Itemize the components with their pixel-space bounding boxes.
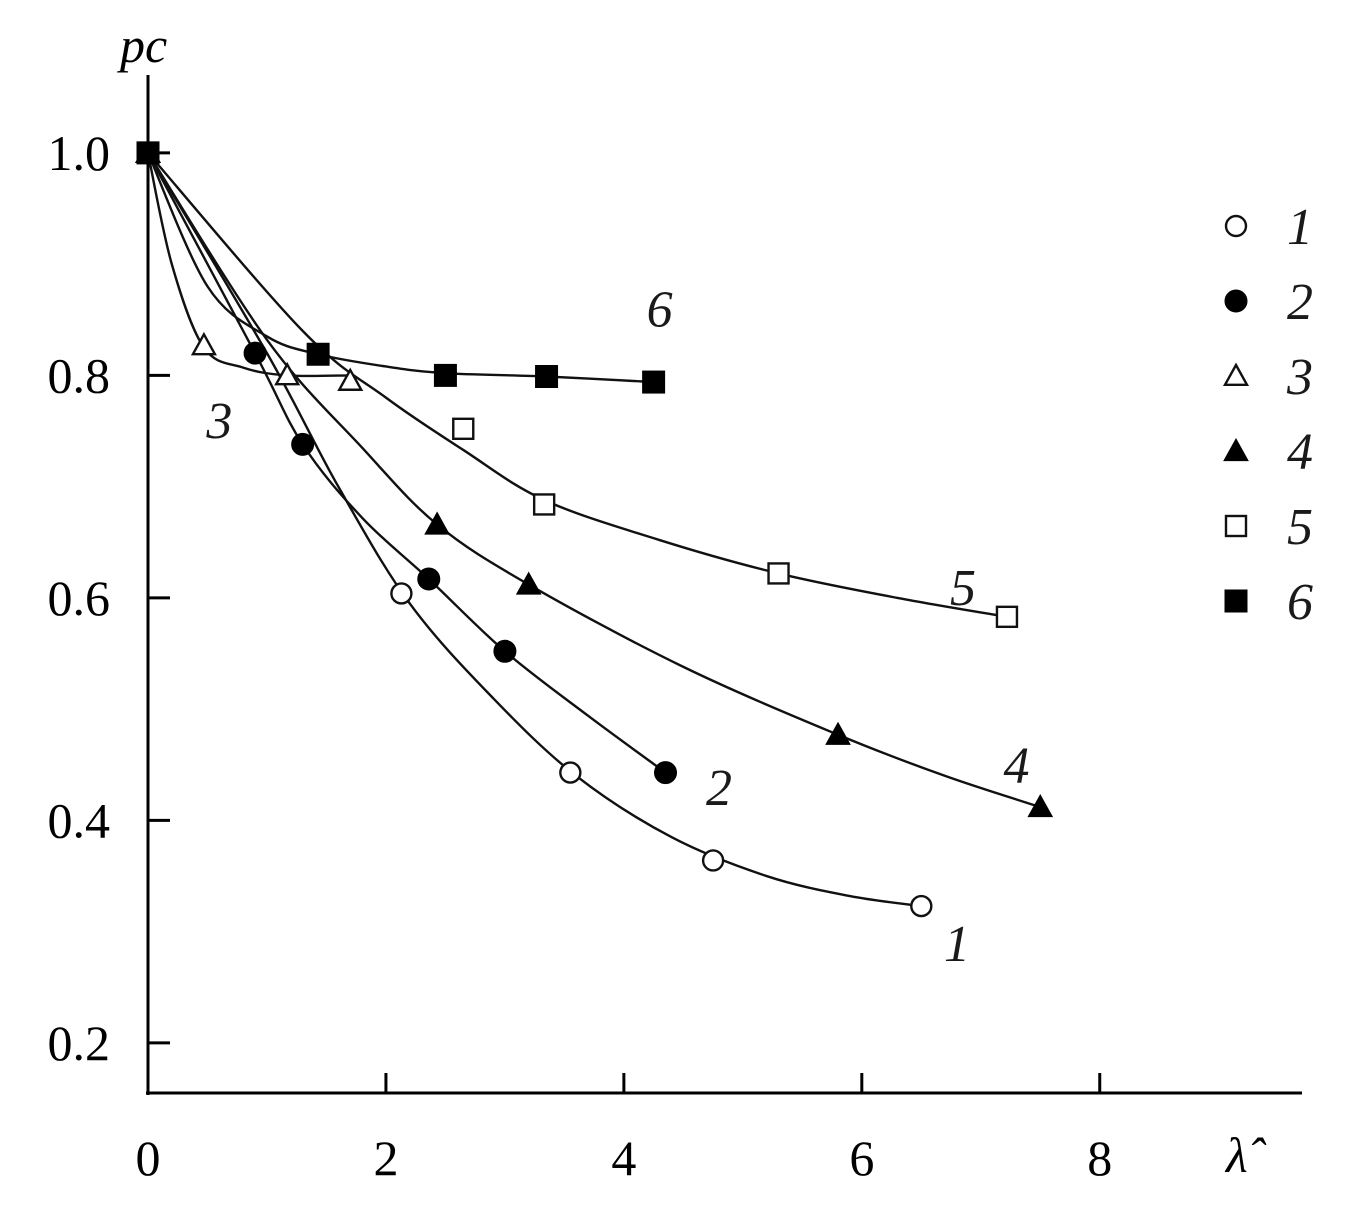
series-5-point [995,605,1019,629]
series-5-point [452,417,475,440]
x-tick-label: 6 [849,1130,874,1186]
legend-label-2: 2 [1287,274,1313,331]
x-tick-label: 2 [373,1130,398,1186]
series-2-point [417,567,441,591]
x-tick-label: 0 [136,1130,161,1186]
series-1-point [390,582,413,605]
series-2-point [243,341,267,365]
series-2-point [493,639,517,663]
curve-4 [146,152,1041,809]
series-2-point [654,761,678,785]
legend-marker-6 [1224,589,1248,613]
series-3-point [274,361,301,386]
series-6-point [642,370,666,394]
legend-label-3: 3 [1286,349,1313,406]
series-6-point [306,342,330,366]
series-1-point [559,761,582,784]
series-5-point [532,493,556,516]
legend-label-5: 5 [1287,499,1313,556]
series-3-point [190,331,217,356]
curve-label-3: 3 [205,393,232,450]
curve-6 [146,152,654,384]
x-axis-label: λ̂ [1224,1127,1267,1183]
series-4-point [1027,794,1054,818]
legend-marker-2 [1224,289,1248,313]
series-6-point [136,141,160,165]
curve-label-6: 6 [647,282,673,339]
legend-marker-4 [1223,437,1249,462]
x-tick-label: 4 [611,1130,636,1186]
legend-label-6: 6 [1287,574,1313,631]
y-tick-label: 0.6 [48,570,111,626]
curve-label-1: 1 [944,916,970,973]
curve-2 [146,152,667,774]
curve-label-4: 4 [1003,738,1029,795]
legend-marker-1 [1224,214,1248,238]
axis-ticks: 0 2 4 6 8 0.2 0.4 0.6 0.8 1.0 [48,125,1113,1186]
legend-marker-3 [1222,362,1250,386]
legend: 1 2 3 4 5 6 [1222,199,1313,631]
legend-label-1: 1 [1287,199,1313,256]
series-5-point [767,562,790,585]
series-3-point [337,367,364,391]
y-tick-label: 0.4 [48,792,111,848]
y-axis-label: pc [117,17,167,73]
series-6-point [433,363,457,387]
y-tick-label: 0.2 [48,1015,111,1071]
curve-labels: 1 2 3 4 5 6 [205,282,1029,973]
curve-1 [146,152,922,908]
series-1-point [701,849,725,872]
y-tick-label: 1.0 [48,125,111,181]
series-4-point [424,511,450,535]
legend-label-4: 4 [1287,424,1313,481]
series-2-point [291,432,315,456]
data-markers [134,139,1054,918]
y-tick-label: 0.8 [48,347,111,403]
series-4-point [515,571,542,595]
fitted-curves [146,152,1041,908]
series-1-point [910,894,933,918]
curve-label-5: 5 [950,560,976,617]
curve-label-2: 2 [706,760,732,817]
series-6-point [535,365,559,389]
legend-marker-5 [1224,514,1248,538]
x-tick-label: 8 [1087,1130,1112,1186]
series-4-point [825,721,851,745]
